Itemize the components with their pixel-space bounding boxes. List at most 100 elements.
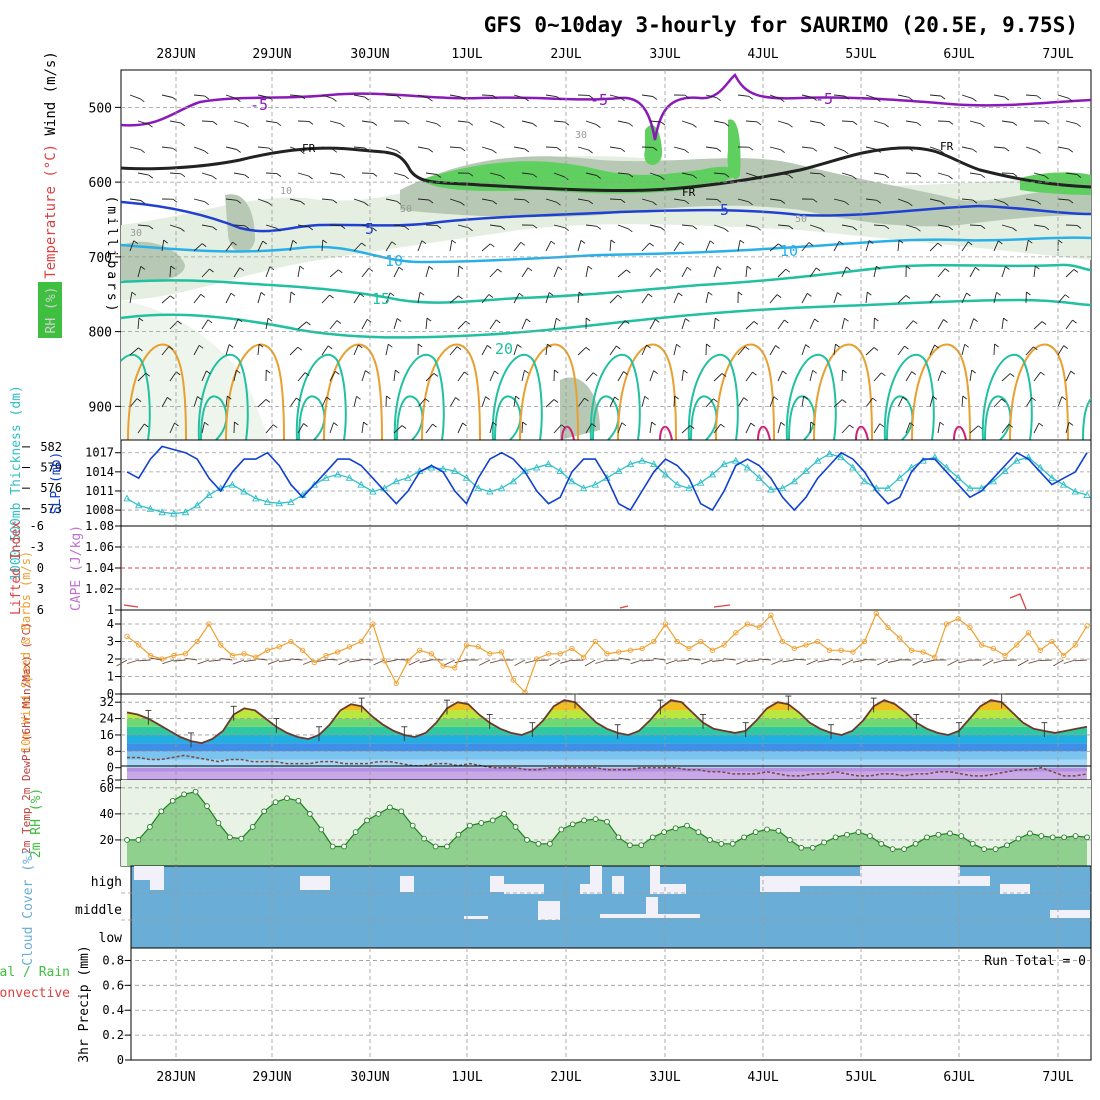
wind-speed-point [241, 651, 247, 657]
wind-barb-flag [236, 199, 242, 204]
wind-barb-flag [308, 121, 314, 125]
temp-contour-20-low [883, 353, 935, 440]
thickness-point [134, 501, 143, 509]
thickness-point [802, 467, 810, 474]
wind-barb [809, 318, 815, 330]
wind-barb-flag [775, 345, 780, 349]
wind-barb-flag [872, 397, 877, 402]
wind10m-barb [116, 659, 128, 667]
wind-barb [681, 370, 684, 382]
wind-barb-flag [746, 265, 752, 270]
cloud-cover-block [134, 866, 150, 880]
wind-barb-flag [724, 228, 729, 232]
date-label-top: 1JUL [451, 47, 482, 62]
wind-barb-flag [177, 320, 182, 325]
rh2m-point [855, 829, 862, 835]
rh2m-point [775, 827, 782, 834]
precip-frame [130, 947, 1092, 1061]
rh-label-10: 10 [280, 186, 292, 197]
wind-barb [233, 267, 241, 278]
wind-barb-flag [884, 174, 890, 179]
wind-barb-flag [494, 370, 499, 375]
wind-barb-flag [553, 399, 559, 403]
rh-ylabel: 2m RH (%) [29, 788, 44, 858]
rh2m-point [535, 840, 542, 847]
wind-barb-flag [1033, 346, 1038, 351]
wind-barb-flag [585, 317, 591, 322]
wind-barb-flag [433, 373, 439, 377]
wind-barb [233, 224, 246, 227]
wind-barb [361, 120, 373, 123]
thickness-point [837, 453, 845, 461]
wind-barb-flag [204, 421, 209, 426]
wind-barb-flag [340, 123, 345, 128]
rh2m-point [227, 834, 233, 841]
wind-barb-flag [556, 96, 562, 101]
contour-minus5 [121, 73, 1091, 141]
thickness-point [322, 473, 330, 481]
wind-barb [609, 239, 612, 252]
wind-barb-flag [934, 344, 939, 349]
wind-barb-flag [1012, 173, 1018, 177]
wind-barb [809, 370, 814, 382]
wind-barb [577, 198, 589, 202]
stability-ylabel-cape: CAPE (J/kg) [69, 525, 84, 611]
wind-barb [809, 224, 821, 229]
wind-barb [777, 268, 787, 278]
wind-barb [873, 423, 881, 434]
rh-legend-swatch [38, 282, 62, 338]
wind-barb-flag [1005, 266, 1010, 270]
rh2m-point [684, 822, 690, 829]
wind-barb-flag [588, 200, 594, 205]
wind-barb [521, 267, 529, 278]
wind-barb [385, 146, 397, 151]
ua-tick-label: 500 [89, 101, 112, 116]
wind-barb [553, 172, 565, 178]
wind-barb-flag [197, 396, 202, 400]
temp-contour-20-loop [886, 395, 914, 440]
wind-barb-flag [1068, 97, 1073, 102]
thickness-point [205, 491, 213, 498]
cloud-cover-block [300, 876, 320, 890]
wind-barb [649, 370, 655, 382]
wind-barb [609, 396, 616, 408]
date-label-bottom: 30JUN [350, 1070, 389, 1085]
wind10m-grid [121, 610, 1091, 694]
wind-barb-flag [980, 123, 985, 128]
cloud-frame [130, 865, 1092, 949]
wind-barb [321, 239, 324, 252]
wind-barb-flag [204, 201, 209, 206]
wind-barb [361, 370, 366, 382]
wind-barb [777, 120, 789, 125]
wind-barb-flag [421, 240, 427, 245]
wind-barb [1025, 240, 1029, 252]
wind-barb [993, 240, 999, 252]
wind-barb-flag [617, 294, 623, 299]
wind-barb [905, 172, 918, 175]
date-label-top: 30JUN [350, 47, 389, 62]
wind-barb [1065, 370, 1072, 382]
rh2m-point [547, 840, 553, 847]
wind-barb [137, 120, 149, 125]
dewpoint-line [127, 754, 1088, 777]
wind-barb [1033, 172, 1045, 177]
wind-speed-point [487, 651, 493, 657]
wind-barb-flag [140, 200, 146, 204]
thickness-point [1083, 491, 1091, 498]
wind-barb-flag [308, 175, 313, 180]
wind-barb [969, 425, 979, 434]
cloud-cover-block [400, 876, 414, 892]
wind-barb-flag [1001, 398, 1006, 403]
cloud-cover-block [660, 884, 686, 894]
rh2m-area [127, 791, 1087, 866]
wind-barb-flag [361, 242, 366, 247]
wind-barb [673, 146, 685, 151]
wind-barb-flag [417, 343, 423, 348]
wind-barb-flag [368, 267, 374, 272]
wind-barb [993, 198, 1005, 204]
wind-barb-flag [756, 226, 762, 231]
wind-barb-flag [716, 199, 722, 203]
wind10m-barb [852, 659, 865, 663]
wind-barb-flag [1057, 239, 1063, 244]
